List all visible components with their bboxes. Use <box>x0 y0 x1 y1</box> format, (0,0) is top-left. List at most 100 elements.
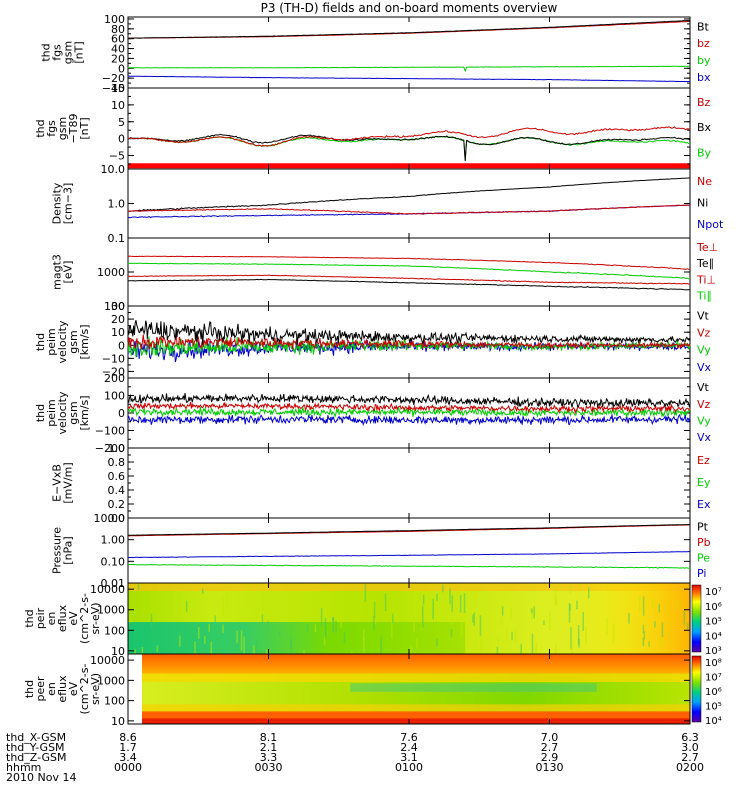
x-tick-label: 3.1 <box>400 751 418 764</box>
y-axis-label-line: velocity <box>56 391 69 434</box>
y-tick-label: 0.4 <box>108 484 126 497</box>
y-tick-label: 10000 <box>90 583 125 596</box>
y-tick-label: 10 <box>111 645 125 658</box>
y-axis-label-line: magt3 <box>51 254 64 290</box>
x-tick-label: 3.0 <box>681 741 699 754</box>
y-tick-label: 0 <box>118 407 125 420</box>
y-tick-label: 200 <box>104 372 125 385</box>
panel-frame <box>127 237 691 307</box>
series-Vy <box>127 406 691 419</box>
y-tick-label: −200 <box>95 442 125 455</box>
y-tick-label: 0.1 <box>108 232 126 245</box>
legend-Ey: Ey <box>697 476 711 489</box>
x-tick-label: 2.1 <box>260 741 278 754</box>
legend-Ti⊥: Ti⊥ <box>696 273 716 286</box>
y-axis-label-line: [eV] <box>62 261 75 284</box>
panel-frame <box>127 168 691 239</box>
y-axis-label-line: en <box>45 682 58 696</box>
y-tick-label: 1.0 <box>108 198 126 211</box>
y-tick-label: −40 <box>102 82 125 95</box>
legend-Vy: Vy <box>697 415 711 428</box>
y-tick-label: 0.01 <box>101 577 126 590</box>
y-tick-label: 100 <box>104 300 125 313</box>
legend-Npot: Npot <box>697 218 724 231</box>
series-Pi <box>127 551 691 559</box>
x-tick-label: 6.3 <box>681 731 699 744</box>
series-Pt <box>128 524 691 536</box>
panel-temp: 1000 100 magt3[eV] Te⊥ Te∥ Ti⊥ Ti∥ <box>51 237 718 313</box>
series-Bx <box>127 133 691 161</box>
legend-bz: bz <box>697 37 710 50</box>
x-tick-label: 0130 <box>536 761 564 774</box>
y-axis-label-line: thd <box>23 680 36 698</box>
y-tick-label: 0.6 <box>108 470 126 483</box>
y-axis-label-line: [nPa] <box>62 536 75 564</box>
y-axis-label-line: thd <box>34 404 47 422</box>
legend-Vx: Vx <box>697 431 712 444</box>
y-tick-label: 10 <box>111 326 125 339</box>
y-tick-label: 10 <box>111 715 125 728</box>
y-tick-label: 1000 <box>97 604 125 617</box>
x-tick-label: 0000 <box>114 761 142 774</box>
y-axis-label-line: fgs <box>51 44 64 61</box>
panel-efield: 1.00.80.60.40.20.0 E−VxB[mV/m] Ez Ey Ex <box>51 442 711 525</box>
series-Ni <box>127 177 690 212</box>
x-tick-label: 0200 <box>676 761 704 774</box>
y-axis-label-line: [cm−3] <box>62 183 75 225</box>
x-tick-label: 7.0 <box>541 731 559 744</box>
y-axis-label-line: gsm <box>67 330 80 353</box>
spectrogram-ions <box>128 583 691 674</box>
y-tick-label: 10 <box>111 99 125 112</box>
series-Vz <box>127 401 691 415</box>
y-tick-label: 100 <box>104 13 125 26</box>
legend-Vt: Vt <box>697 309 710 322</box>
series-Te⊥ <box>127 274 691 285</box>
y-tick-label: 0 <box>118 339 125 352</box>
y-tick-label: 5 <box>118 116 125 129</box>
colorbar <box>691 584 702 653</box>
y-tick-label: 10000 <box>90 654 125 667</box>
y-axis-label-line: gsm <box>56 117 69 140</box>
legend-Bx: Bx <box>697 121 712 134</box>
legend-Ni: Ni <box>697 196 708 209</box>
legend-Ez: Ez <box>697 454 710 467</box>
x-tick-label: 3.4 <box>119 751 137 764</box>
y-axis-label-line: [nT] <box>78 117 91 139</box>
colorbar-label: 10⁵ <box>705 702 722 713</box>
y-axis-label-line: peir <box>34 607 47 629</box>
x-tick-label: 2.9 <box>541 751 559 764</box>
series-Bz <box>127 126 691 148</box>
y-axis-label-line: gsm <box>67 401 80 424</box>
y-axis-label-line: (cm^2-s- <box>78 593 91 644</box>
series-by <box>127 65 690 73</box>
y-axis-label-line: eflux <box>56 675 69 703</box>
y-tick-label: 1.0 <box>108 442 126 455</box>
series-Ti∥ <box>127 262 690 280</box>
y-axis-label-line: [km/s] <box>78 395 91 430</box>
y-tick-label: 1.00 <box>101 534 126 547</box>
series-Ti⊥ <box>127 255 691 270</box>
legend-Bt: Bt <box>697 20 710 33</box>
y-tick-label: 100 <box>104 624 125 637</box>
y-tick-label: 0 <box>118 133 125 146</box>
colorbar-label: 10⁷ <box>705 673 722 684</box>
y-axis-label-line: (cm^2-s- <box>78 664 91 715</box>
series-Vz <box>127 333 691 351</box>
panel-frame <box>127 305 691 379</box>
colorbar-label: 10⁴ <box>705 716 722 727</box>
x-tick-label: 2.4 <box>400 741 418 754</box>
y-axis-label-line: thd <box>23 609 36 627</box>
x-tick-label: 7.6 <box>400 731 418 744</box>
panel-density: 10.0 1.0 0.1 Density[cm−3] Ne Ni Npot <box>51 163 724 245</box>
colorbar-label: 10⁴ <box>705 631 722 642</box>
legend-Pe: Pe <box>697 551 710 564</box>
y-axis-label-line: −T89 <box>67 114 80 144</box>
y-axis-label-line: fgs <box>45 120 58 137</box>
y-axis-label-line: eV <box>67 681 80 696</box>
series-Bt <box>128 20 691 39</box>
legend-Te⊥: Te⊥ <box>696 241 718 254</box>
y-axis-label-line: peim <box>45 399 58 427</box>
x-tick-label: 2.7 <box>681 751 699 764</box>
